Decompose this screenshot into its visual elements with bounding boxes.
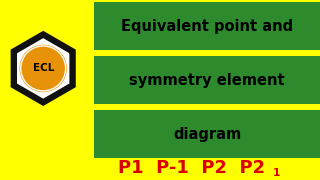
Text: symmetry element: symmetry element	[129, 73, 285, 88]
Polygon shape	[11, 32, 75, 105]
FancyBboxPatch shape	[94, 110, 320, 158]
FancyBboxPatch shape	[94, 2, 320, 50]
Text: 1: 1	[273, 168, 281, 178]
FancyBboxPatch shape	[94, 56, 320, 104]
Text: ECL: ECL	[33, 63, 54, 73]
Polygon shape	[18, 39, 69, 98]
Text: diagram: diagram	[173, 127, 241, 142]
Text: P1  P-1  P2  P2: P1 P-1 P2 P2	[118, 159, 266, 177]
Ellipse shape	[20, 45, 66, 91]
Text: Equivalent point and: Equivalent point and	[121, 19, 293, 34]
